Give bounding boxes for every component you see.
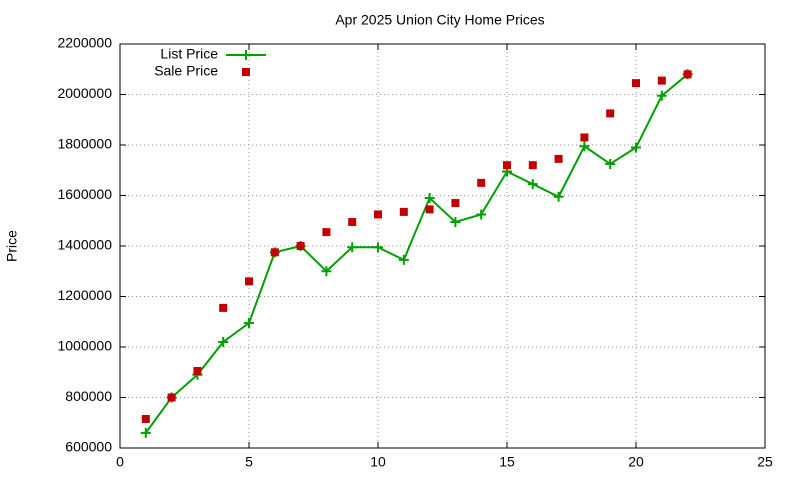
chart-title: Apr 2025 Union City Home Prices [335,12,544,28]
point-marker [399,207,408,216]
legend-label: Sale Price [154,63,218,79]
point-marker [425,205,434,214]
point-marker [374,210,382,219]
point-marker [632,79,640,88]
point-marker [296,242,305,250]
y-tick-label: 2200000 [57,35,112,51]
x-tick-label: 15 [499,454,515,470]
point-marker [141,414,150,423]
point-marker [477,178,486,187]
y-tick-label: 1600000 [57,186,112,202]
y-tick-label: 1200000 [57,287,112,303]
y-tick-label: 600000 [65,439,112,455]
legend-label: List Price [160,46,218,62]
point-marker [270,248,279,257]
point-marker [657,76,666,85]
point-marker [528,161,537,170]
series-line [144,73,689,434]
point-marker [347,242,358,253]
point-marker [683,70,692,79]
plot-frame [119,43,766,449]
point-marker [580,133,589,142]
legend-swatch [242,68,250,76]
point-marker [398,254,409,265]
point-marker [606,109,615,118]
point-marker [322,228,331,237]
y-tick-label: 1400000 [57,237,112,253]
x-tick-label: 10 [370,454,386,470]
point-marker [476,209,487,220]
y-axis-label: Price [4,230,20,262]
point-marker [167,393,176,402]
point-marker [451,199,460,208]
point-marker [527,179,538,190]
point-marker [450,217,461,228]
point-marker [424,193,435,204]
point-marker [245,277,253,286]
point-marker [321,266,332,277]
point-marker [244,318,254,329]
point-marker [348,218,357,227]
point-marker [503,161,511,170]
y-tick-label: 2000000 [57,85,112,101]
x-tick-label: 5 [245,454,253,470]
point-marker [373,242,383,253]
point-marker [631,142,641,153]
point-marker [605,158,616,169]
x-tick-label: 20 [628,454,644,470]
point-marker [219,303,228,312]
point-marker [579,141,590,152]
y-tick-label: 800000 [65,388,112,404]
y-tick-label: 1000000 [57,338,112,354]
y-tick-label: 1800000 [57,136,112,152]
point-marker [554,154,563,163]
point-marker [218,336,229,347]
x-tick-label: 0 [116,454,124,470]
point-marker [656,90,667,101]
point-marker [140,427,151,438]
x-tick-label: 25 [757,454,773,470]
point-marker [553,191,564,202]
legend-swatch [241,50,251,60]
point-marker [193,366,202,375]
